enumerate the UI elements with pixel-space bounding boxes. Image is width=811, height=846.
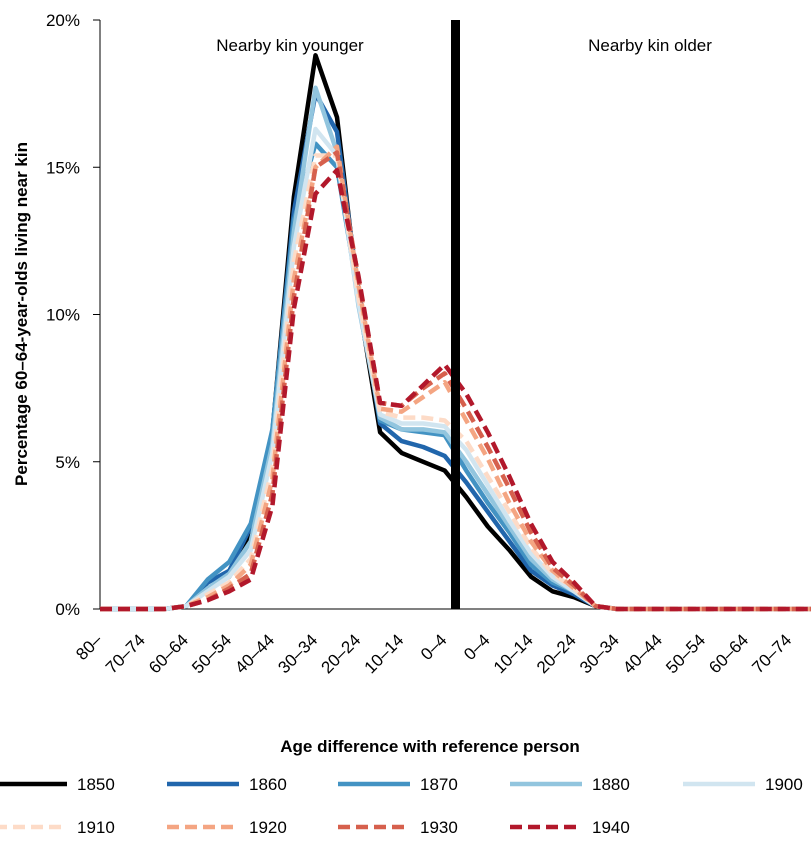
series-line-1940 bbox=[100, 167, 811, 612]
legend-label-1900: 1900 bbox=[765, 775, 803, 794]
y-axis-title: Percentage 60–64-year-olds living near k… bbox=[12, 142, 31, 486]
x-tick-label: 40–44 bbox=[231, 630, 278, 677]
x-tick-label: 70–74 bbox=[748, 630, 795, 677]
x-tick-label: 70–74 bbox=[102, 630, 149, 677]
y-tick-label: 15% bbox=[46, 158, 80, 177]
x-tick-label: 50–54 bbox=[662, 630, 709, 677]
x-tick-label: 50–54 bbox=[188, 630, 235, 677]
y-tick-label: 20% bbox=[46, 11, 80, 30]
y-tick-label: 0% bbox=[55, 600, 80, 619]
legend: 1850 1860 1870 1880 1900 1910 1920 1930 1940 bbox=[0, 775, 803, 837]
legend-label-1920: 1920 bbox=[249, 818, 287, 837]
annotation-nearby-kin-older: Nearby kin older bbox=[588, 36, 712, 55]
x-tick-label: 10–14 bbox=[490, 630, 537, 677]
y-axis: 0% 5% 10% 15% 20% bbox=[46, 11, 101, 619]
legend-label-1880: 1880 bbox=[592, 775, 630, 794]
legend-label-1940: 1940 bbox=[592, 818, 630, 837]
x-tick-label: 60–64 bbox=[705, 630, 752, 677]
x-tick-label: 30–34 bbox=[274, 630, 321, 677]
legend-label-1910: 1910 bbox=[77, 818, 115, 837]
x-tick-label: 0–4 bbox=[460, 630, 493, 663]
annotation-nearby-kin-younger: Nearby kin younger bbox=[216, 36, 364, 55]
y-tick-label: 10% bbox=[46, 306, 80, 325]
x-axis-title: Age difference with reference person bbox=[280, 737, 579, 756]
legend-label-1870: 1870 bbox=[420, 775, 458, 794]
x-tick-label: 60–64 bbox=[145, 630, 192, 677]
x-tick-label: 80– bbox=[72, 630, 106, 664]
x-tick-label: 40–44 bbox=[619, 630, 666, 677]
x-tick-label: 30–34 bbox=[576, 630, 623, 677]
legend-label-1930: 1930 bbox=[420, 818, 458, 837]
x-tick-label: 0–4 bbox=[417, 630, 450, 663]
x-tick-label: 20–24 bbox=[318, 630, 365, 677]
legend-label-1850: 1850 bbox=[77, 775, 115, 794]
y-tick-label: 5% bbox=[55, 453, 80, 472]
legend-label-1860: 1860 bbox=[249, 775, 287, 794]
x-tick-label: 20–24 bbox=[533, 630, 580, 677]
x-tick-label: 10–14 bbox=[361, 630, 408, 677]
